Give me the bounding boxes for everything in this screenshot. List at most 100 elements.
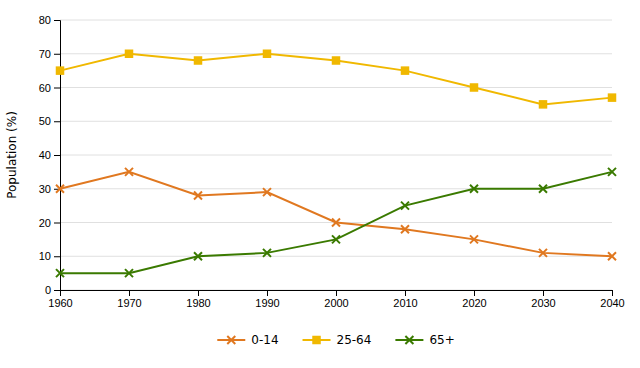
tick-mark [612, 290, 613, 296]
grid-line [60, 155, 612, 156]
tick-label: 1990 [255, 297, 279, 309]
grid-line [60, 20, 612, 21]
grid-line [60, 256, 612, 257]
legend-swatch [395, 336, 423, 344]
legend-label: 25-64 [337, 333, 372, 347]
tick-mark [474, 290, 475, 296]
point [194, 252, 202, 260]
tick-label: 50 [39, 115, 51, 127]
tick-mark [405, 290, 406, 296]
legend-swatch-shape [405, 336, 413, 344]
point-shape [470, 235, 478, 243]
series-line [60, 172, 612, 256]
y-axis: 01020304050607080 [39, 14, 61, 296]
tick: 20 [39, 217, 60, 229]
tick: 2040 [600, 290, 624, 309]
axis-line [61, 291, 613, 297]
point [125, 269, 133, 277]
point [264, 50, 271, 57]
y-axis-title: Population (%) [5, 111, 19, 199]
tick: 1980 [186, 290, 210, 309]
point-shape [125, 269, 133, 277]
point-shape [401, 202, 409, 210]
tick-label: 70 [39, 48, 51, 60]
tick-label: 2010 [393, 297, 417, 309]
point-shape [471, 84, 478, 91]
x-axis: 1960 1970 1980 1990 2000 2010 2020 2030 2040 [48, 290, 624, 309]
series-line [60, 172, 612, 273]
point-shape [195, 57, 202, 64]
point [195, 57, 202, 64]
point-shape [56, 269, 64, 277]
tick-mark [54, 155, 60, 156]
point [332, 235, 340, 243]
tick: 60 [39, 82, 60, 94]
point-shape [402, 67, 409, 74]
point-shape [332, 235, 340, 243]
point-shape [470, 185, 478, 193]
point [470, 185, 478, 193]
point [332, 219, 340, 227]
tick-label: 1980 [186, 297, 210, 309]
tick: 1960 [48, 290, 72, 309]
point [263, 188, 271, 196]
legend-label: 65+ [429, 333, 454, 347]
tick-mark [543, 290, 544, 296]
point [57, 67, 64, 74]
point [126, 50, 133, 57]
point [401, 202, 409, 210]
tick-label: 10 [39, 250, 51, 262]
tick-mark [54, 290, 60, 291]
series-line [60, 54, 612, 105]
point [609, 94, 616, 101]
tick: 80 [39, 14, 60, 26]
chart: 1960197019801990200020102020203020400102… [0, 0, 640, 368]
grid [60, 20, 612, 290]
tick-mark [54, 121, 60, 122]
tick-mark [198, 290, 199, 296]
point-shape [125, 168, 133, 176]
legend-item: 25-64 [303, 333, 372, 347]
tick: 1990 [255, 290, 279, 309]
tick-label: 0 [45, 284, 51, 296]
tick: 70 [39, 48, 60, 60]
tick: 50 [39, 115, 60, 127]
point-shape [401, 225, 409, 233]
point-shape [194, 192, 202, 200]
tick: 2020 [462, 290, 486, 309]
tick: 1970 [117, 290, 141, 309]
tick-label: 2030 [531, 297, 555, 309]
tick-mark [54, 88, 60, 89]
tick: 0 [45, 284, 60, 296]
tick-mark [54, 20, 60, 21]
point [471, 84, 478, 91]
marks [56, 50, 616, 277]
point-shape [333, 57, 340, 64]
point-shape [263, 249, 271, 257]
point-shape [264, 50, 271, 57]
tick-mark [54, 54, 60, 55]
point-shape [608, 168, 616, 176]
tick-label: 80 [39, 14, 51, 26]
point-shape [126, 50, 133, 57]
tick: 2000 [324, 290, 348, 309]
plot: 1960197019801990200020102020203020400102… [5, 14, 625, 309]
point-shape [194, 252, 202, 260]
point [263, 249, 271, 257]
legend-swatch [217, 336, 245, 344]
tick-label: 40 [39, 149, 51, 161]
tick-label: 2000 [324, 297, 348, 309]
point-shape [539, 249, 547, 257]
tick-label: 2040 [600, 297, 624, 309]
tick-mark [54, 256, 60, 257]
point [194, 192, 202, 200]
tick: 40 [39, 149, 60, 161]
point-shape [540, 101, 547, 108]
tick: 2010 [393, 290, 417, 309]
tick-mark [336, 290, 337, 296]
axis-line [54, 21, 61, 291]
tick-mark [129, 290, 130, 296]
tick-label: 1960 [48, 297, 72, 309]
point [539, 185, 547, 193]
legend-swatch-marker [405, 336, 413, 344]
